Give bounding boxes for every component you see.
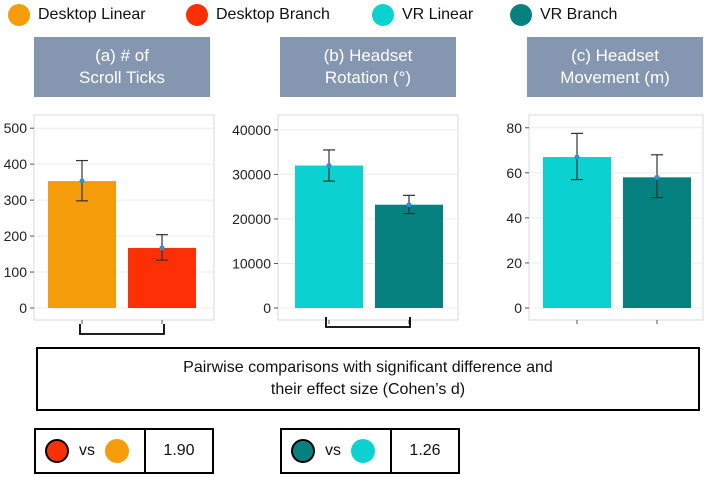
y-tick-label: 20: [506, 255, 522, 271]
legend-swatch-desktop-branch: [186, 4, 208, 26]
effect-size-value: 1.90: [163, 442, 195, 459]
y-tick-label: 30000: [232, 166, 271, 182]
y-tick-label: 40000: [232, 122, 271, 138]
panel-title-line: Scroll Ticks: [79, 68, 165, 87]
pairwise-text-line1: Pairwise comparisons with significant di…: [183, 359, 553, 376]
comparison-vr: vs 1.26: [280, 428, 460, 474]
comparison-desktop: vs 1.90: [34, 428, 214, 474]
vs-label: vs: [79, 442, 95, 459]
y-tick-label: 10000: [232, 255, 271, 271]
plot-area: 0 100 200 300 400 500: [4, 114, 215, 324]
y-tick-label: 300: [4, 192, 28, 208]
chart-scroll-ticks: 0 100 200 300 400 500: [4, 114, 215, 324]
legend-item-desktop-branch: Desktop Branch: [186, 0, 330, 30]
legend-swatch-desktop-linear: [8, 4, 30, 26]
vr-linear-circle-icon: [351, 439, 375, 463]
panel-title-headset-movement: (c) Headset Movement (m): [527, 37, 703, 97]
vr-branch-circle-icon: [291, 439, 315, 463]
mean-point: [654, 174, 660, 180]
y-tick-label: 0: [263, 300, 271, 316]
legend-swatch-vr-linear: [372, 4, 394, 26]
mean-point: [79, 178, 85, 184]
panel-title-line: Rotation (°): [324, 68, 412, 87]
legend-item-vr-branch: VR Branch: [510, 0, 617, 30]
mean-point: [574, 154, 580, 160]
legend-item-vr-linear: VR Linear: [372, 0, 473, 30]
significance-bracket-vr: [325, 317, 411, 328]
legend: Desktop Linear Desktop Branch VR Linear …: [0, 0, 706, 30]
vs-label: vs: [325, 442, 341, 459]
legend-swatch-vr-branch: [510, 4, 532, 26]
y-tick-label: 500: [4, 120, 28, 136]
legend-label: Desktop Branch: [216, 6, 330, 23]
mean-point: [406, 202, 412, 208]
mean-point: [159, 245, 165, 251]
bar: [295, 165, 363, 308]
bar: [375, 204, 443, 308]
y-tick-label: 100: [4, 264, 28, 280]
panel-title-scroll-ticks: (a) # of Scroll Ticks: [34, 37, 210, 97]
panel-title-line: (a) # of: [95, 46, 149, 65]
pairwise-text-line2: their effect size (Cohen’s d): [270, 381, 466, 398]
chart-headset-rotation: 0 10000 20000 30000 40000: [232, 114, 459, 324]
y-tick-label: 40: [506, 210, 522, 226]
y-tick-label: 0: [19, 300, 27, 316]
y-tick-label: 0: [514, 300, 522, 316]
desktop-branch-circle-icon: [45, 439, 69, 463]
y-tick-label: 80: [506, 120, 522, 136]
legend-item-desktop-linear: Desktop Linear: [8, 0, 146, 30]
bar: [543, 157, 611, 308]
plot-area: 0 10000 20000 30000 40000: [232, 114, 459, 324]
bar: [48, 181, 116, 308]
y-tick-label: 400: [4, 156, 28, 172]
panel-title-line: (c) Headset: [571, 46, 659, 65]
comparison-divider: [144, 430, 146, 472]
mean-point: [326, 163, 332, 169]
panel-title-line: (b) Headset: [323, 46, 413, 65]
pairwise-comparisons-box: Pairwise comparisons with significant di…: [36, 347, 700, 411]
y-tick-label: 60: [506, 165, 522, 181]
y-tick-label: 200: [4, 228, 28, 244]
chart-headset-movement: 0 20 40 60 80: [506, 114, 704, 324]
panel-title-line: Movement (m): [560, 68, 670, 87]
plot-area: 0 20 40 60 80: [506, 114, 704, 324]
legend-label: VR Linear: [402, 6, 474, 23]
legend-label: Desktop Linear: [38, 6, 146, 23]
legend-label: VR Branch: [540, 6, 618, 23]
effect-size-value: 1.26: [409, 442, 441, 459]
desktop-linear-circle-icon: [105, 439, 129, 463]
bar: [623, 177, 691, 308]
y-tick-label: 20000: [232, 211, 271, 227]
significance-bracket-desktop: [79, 324, 165, 335]
comparison-divider: [390, 430, 392, 472]
panel-title-headset-rotation: (b) Headset Rotation (°): [280, 37, 456, 97]
